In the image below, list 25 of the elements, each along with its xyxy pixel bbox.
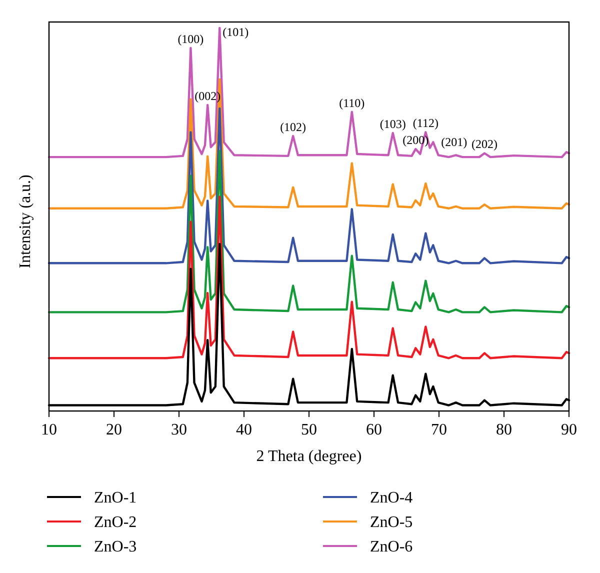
annotation: (202)	[472, 137, 498, 152]
legend-label: ZnO-5	[370, 514, 413, 532]
x-tick-label: 20	[106, 421, 122, 438]
x-tick-label: 10	[41, 421, 57, 438]
annotation: (201)	[441, 135, 468, 150]
x-tick-label: 80	[496, 421, 512, 438]
annotation: (102)	[280, 120, 306, 134]
x-tick-label: 70	[431, 421, 447, 438]
legend-label: ZnO-3	[94, 538, 137, 556]
legend-label: ZnO-2	[94, 514, 137, 532]
legend-label: ZnO-6	[370, 538, 413, 556]
legend-label: ZnO-1	[94, 490, 137, 507]
annotation: (112)	[412, 116, 438, 130]
legend-label: ZnO-4	[370, 490, 413, 507]
x-tick-label: 60	[366, 421, 382, 438]
annotation: (103)	[380, 116, 406, 131]
x-tick-label: 90	[561, 421, 577, 438]
annotation: (101)	[222, 25, 249, 39]
annotation: (110)	[339, 96, 365, 110]
x-tick-label: 30	[171, 421, 187, 438]
x-tick-label: 50	[301, 421, 317, 438]
y-axis-title: Intensity (a.u.)	[17, 174, 34, 268]
annotation: (100)	[178, 32, 204, 46]
x-axis-title: 2 Theta (degree)	[256, 448, 362, 465]
x-tick-label: 40	[236, 421, 252, 438]
